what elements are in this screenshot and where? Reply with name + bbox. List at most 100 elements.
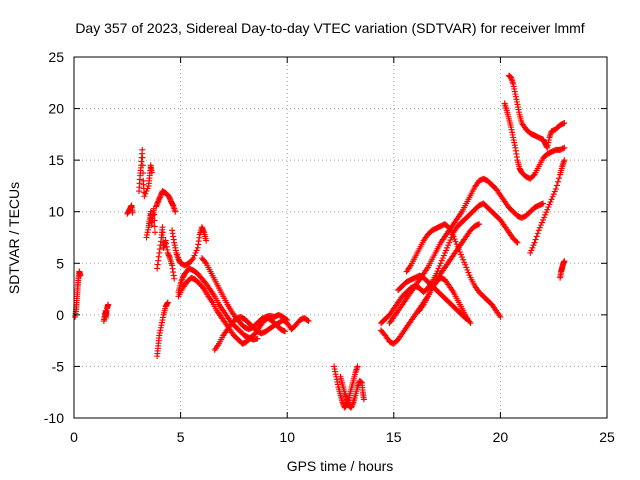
data-point-arc-v — [530, 172, 537, 179]
data-point-arc-i — [189, 256, 196, 263]
data-point-arc-x — [528, 247, 535, 254]
chart-title: Day 357 of 2023, Sidereal Day-to-day VTE… — [75, 20, 584, 36]
data-point-arc-t — [455, 246, 462, 253]
data-point-arc-w — [561, 120, 568, 127]
data-point-arc-e — [152, 229, 159, 236]
axis-ticks: 0 5 10 15 20 25 -10 -5 0 5 10 15 20 25 — [44, 49, 615, 445]
data-point-arc-x — [552, 186, 559, 193]
data-point-arc-x — [527, 249, 534, 256]
data-point-arc-x — [541, 214, 548, 221]
data-point-arc-t — [457, 251, 464, 258]
data-point-arc-v — [561, 144, 568, 151]
data-point-arc-x — [537, 222, 544, 229]
data-point-arc-q — [439, 255, 446, 262]
data-point-arc-j — [254, 335, 261, 342]
y-tick-label: 10 — [48, 204, 64, 220]
data-point-arc-t — [461, 259, 468, 266]
data-point-arc-q — [514, 239, 521, 246]
data-point-arc-t — [460, 256, 467, 263]
y-tick-label: 25 — [48, 49, 64, 65]
data-point-arc-t — [453, 241, 460, 248]
data-point-arc-m — [305, 318, 312, 325]
data-point-arc-d — [139, 154, 146, 161]
data-point-arc-x — [534, 230, 541, 237]
x-tick-label: 25 — [599, 429, 615, 445]
data-point-arc-t — [445, 224, 452, 231]
data-point-arc-q — [444, 244, 451, 251]
data-point-arc-h — [171, 275, 178, 282]
data-point-arc-g — [172, 208, 179, 215]
data-point-arc-q — [440, 252, 447, 259]
data-point-arc-y — [561, 258, 568, 265]
data-point-arc-q — [433, 270, 440, 277]
data-point-arc-x — [551, 188, 558, 195]
data-point-arc-x — [553, 182, 560, 189]
data-point-arc-p — [476, 221, 483, 228]
data-point-arc-q — [513, 238, 520, 245]
data-point-arc-h — [159, 229, 166, 236]
data-point-arc-x — [546, 201, 553, 208]
data-point-arc-t — [452, 238, 459, 245]
data-point-arc-d — [144, 185, 151, 192]
data-marks — [72, 72, 568, 411]
data-point-arc-i — [190, 255, 197, 262]
data-point-arc-e — [151, 223, 158, 230]
y-axis-label: SDTVAR / TECUs — [6, 182, 22, 294]
data-point-arc-t — [463, 264, 470, 271]
y-tick-label: 0 — [56, 307, 64, 323]
data-point-arc-x — [540, 216, 547, 223]
data-point-arc-q — [445, 242, 452, 249]
data-point-arc-t — [454, 243, 461, 250]
data-point-arc-x — [543, 209, 550, 216]
x-tick-label: 5 — [177, 429, 185, 445]
data-point-arc-i — [191, 252, 198, 259]
data-point-arc-x — [535, 227, 542, 234]
data-point-arc-k — [282, 328, 289, 335]
y-tick-label: -10 — [44, 410, 64, 426]
data-point-arc-t — [450, 233, 457, 240]
data-point-arc-x — [549, 193, 556, 200]
data-point-arc-a — [77, 272, 84, 279]
data-point-arc-x — [550, 191, 557, 198]
data-point-arc-x — [533, 233, 540, 240]
data-point-arc-o — [360, 396, 367, 403]
data-point-arc-q — [435, 265, 442, 272]
data-point-arc-x — [545, 204, 552, 211]
data-point-arc-t — [462, 261, 469, 268]
data-point-arc-d — [141, 193, 148, 200]
data-point-arc-q — [434, 268, 441, 275]
x-tick-label: 10 — [279, 429, 295, 445]
x-axis-label: GPS time / hours — [287, 458, 394, 474]
data-point-arc-x — [556, 175, 563, 182]
data-point-arc-q — [438, 257, 445, 264]
data-point-arc-i — [203, 237, 210, 244]
y-tick-label: 20 — [48, 101, 64, 117]
data-point-arc-b — [105, 301, 112, 308]
data-point-arc-x — [530, 242, 537, 249]
data-point-arc-x — [529, 244, 536, 251]
data-point-arc-x — [544, 206, 551, 213]
plot-frame — [73, 56, 608, 419]
data-point-arc-t — [497, 313, 504, 320]
y-tick-label: 5 — [56, 255, 64, 271]
data-point-arc-x — [532, 236, 539, 243]
data-point-arc-x — [554, 178, 561, 185]
data-point-arc-n — [354, 363, 361, 370]
data-point-arc-m — [304, 317, 311, 324]
data-point-arc-d — [139, 146, 146, 153]
data-point-arc-h — [159, 224, 166, 231]
data-point-arc-d — [143, 188, 150, 195]
data-point-arc-x — [536, 224, 543, 231]
data-point-arc-d — [139, 162, 146, 169]
data-point-arc-c — [129, 209, 136, 216]
data-point-arc-d — [142, 190, 149, 197]
data-point-arc-h — [160, 234, 167, 241]
x-tick-label: 20 — [493, 429, 509, 445]
data-point-arc-k — [199, 284, 206, 291]
data-point-arc-q — [441, 249, 448, 256]
data-point-arc-q — [446, 239, 453, 246]
data-point-arc-e — [151, 211, 158, 218]
data-point-arc-f — [164, 299, 171, 306]
data-point-arc-t — [456, 248, 463, 255]
